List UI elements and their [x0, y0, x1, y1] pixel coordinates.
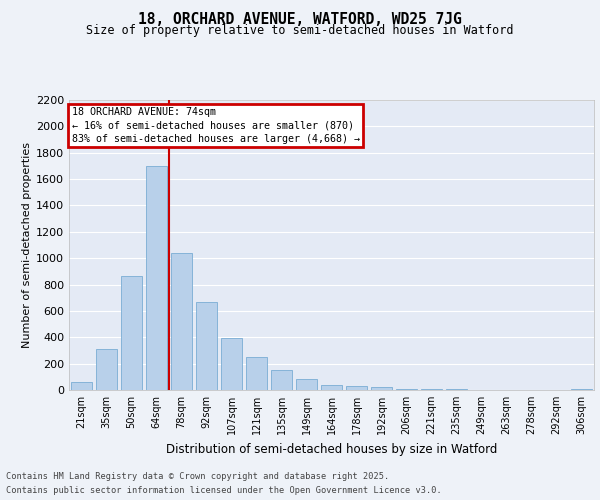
Text: 18, ORCHARD AVENUE, WATFORD, WD25 7JG: 18, ORCHARD AVENUE, WATFORD, WD25 7JG — [138, 12, 462, 28]
Bar — [371, 388, 392, 390]
Bar — [296, 380, 317, 390]
Text: Size of property relative to semi-detached houses in Watford: Size of property relative to semi-detach… — [86, 24, 514, 37]
Bar — [321, 384, 342, 390]
Text: Contains HM Land Registry data © Crown copyright and database right 2025.: Contains HM Land Registry data © Crown c… — [6, 472, 389, 481]
Bar — [121, 276, 142, 390]
Bar — [171, 253, 192, 390]
X-axis label: Distribution of semi-detached houses by size in Watford: Distribution of semi-detached houses by … — [166, 442, 497, 456]
Y-axis label: Number of semi-detached properties: Number of semi-detached properties — [22, 142, 32, 348]
Bar — [396, 388, 417, 390]
Bar — [96, 349, 117, 390]
Text: 18 ORCHARD AVENUE: 74sqm
← 16% of semi-detached houses are smaller (870)
83% of : 18 ORCHARD AVENUE: 74sqm ← 16% of semi-d… — [71, 108, 359, 144]
Text: Contains public sector information licensed under the Open Government Licence v3: Contains public sector information licen… — [6, 486, 442, 495]
Bar — [246, 357, 267, 390]
Bar — [146, 166, 167, 390]
Bar — [346, 386, 367, 390]
Bar — [271, 370, 292, 390]
Bar — [71, 382, 92, 390]
Bar — [196, 302, 217, 390]
Bar — [221, 338, 242, 390]
